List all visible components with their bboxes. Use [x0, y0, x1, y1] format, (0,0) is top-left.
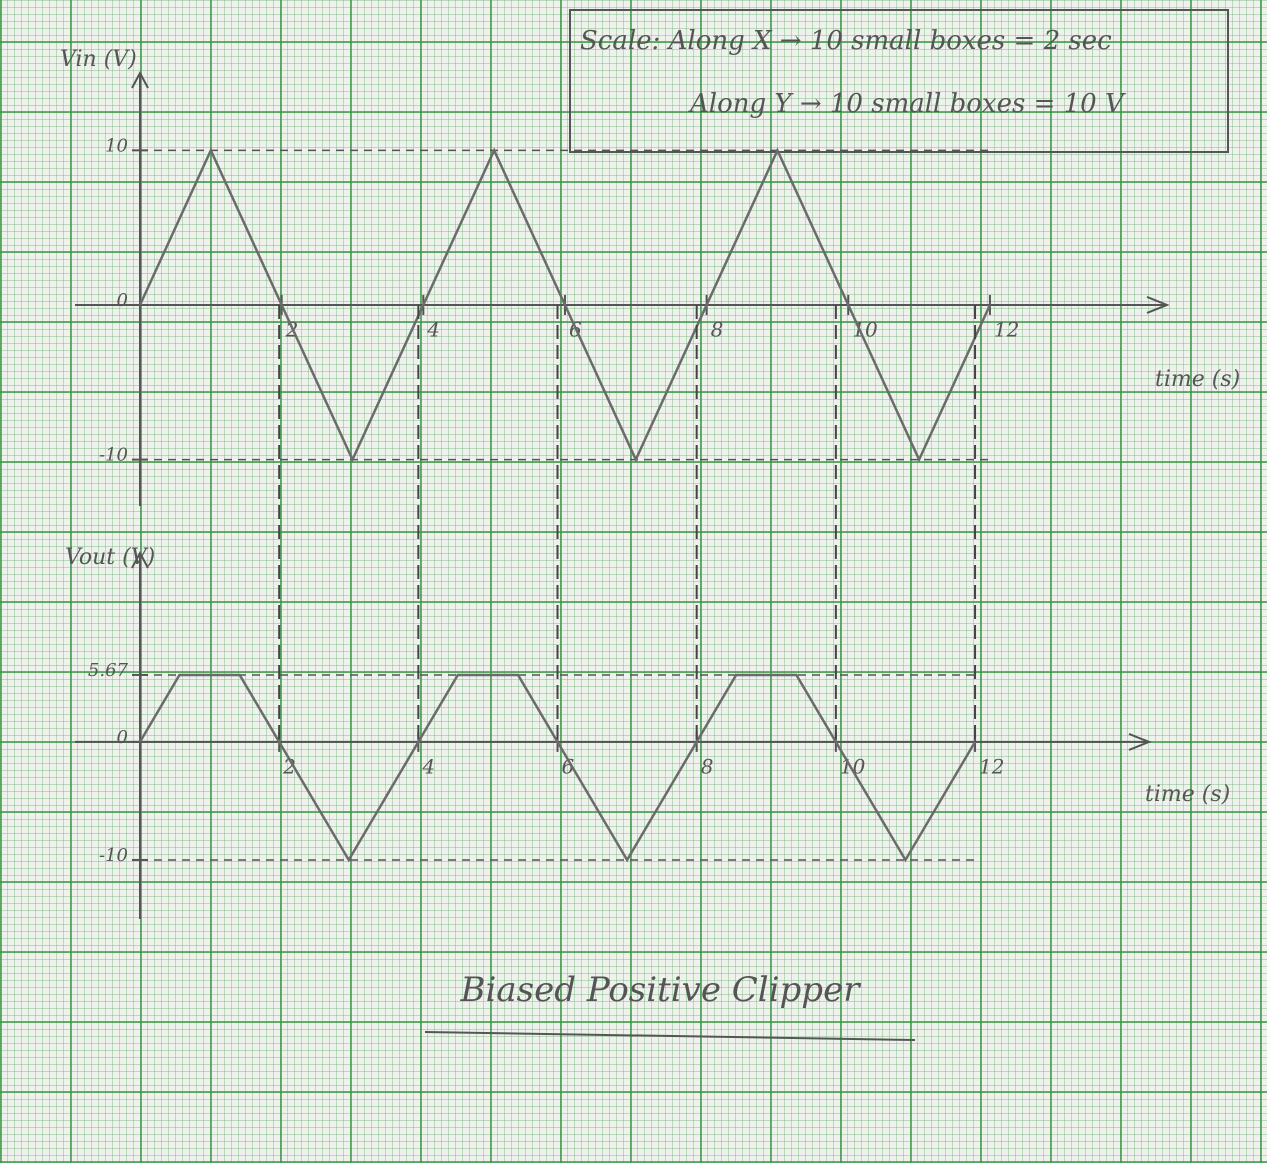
y-tick-label: 10: [105, 135, 128, 156]
x-tick-label: 8: [711, 317, 724, 341]
y-axis-label: Vout (V): [65, 545, 155, 570]
x-axis-label: time (s): [1155, 367, 1240, 392]
scale-note: Along Y → 10 small boxes = 10 V: [688, 89, 1126, 119]
y-tick-label: 0: [117, 727, 128, 748]
x-tick-label: 12: [994, 317, 1019, 341]
scale-box: [569, 9, 1229, 153]
x-tick-label: 4: [426, 317, 440, 341]
y-tick-label: -10: [99, 845, 128, 866]
y-arrow: [131, 70, 149, 89]
signal-line: [138, 673, 977, 863]
y-axis-label: Vin (V): [60, 47, 137, 72]
title: Biased Positive Clipper: [460, 970, 862, 1010]
x-tick-label: 6: [562, 754, 575, 778]
x-tick-label: 4: [421, 754, 435, 778]
y-arrow: [131, 550, 149, 569]
signal-line: [138, 147, 992, 463]
x-tick-label: 2: [282, 754, 296, 778]
x-arrow: [1146, 296, 1170, 314]
title-underline: [424, 1031, 916, 1041]
scale-note: Scale: Along X → 10 small boxes = 2 sec: [580, 26, 1112, 56]
y-tick-label: -10: [99, 445, 128, 466]
y-tick-label: 0: [117, 290, 128, 311]
x-arrow: [1128, 732, 1152, 751]
y-tick-label: 5.67: [88, 660, 129, 681]
x-tick-label: 12: [979, 754, 1004, 778]
x-tick-label: 8: [701, 754, 714, 778]
x-axis-label: time (s): [1145, 782, 1230, 807]
x-tick-label: 10: [840, 754, 866, 778]
